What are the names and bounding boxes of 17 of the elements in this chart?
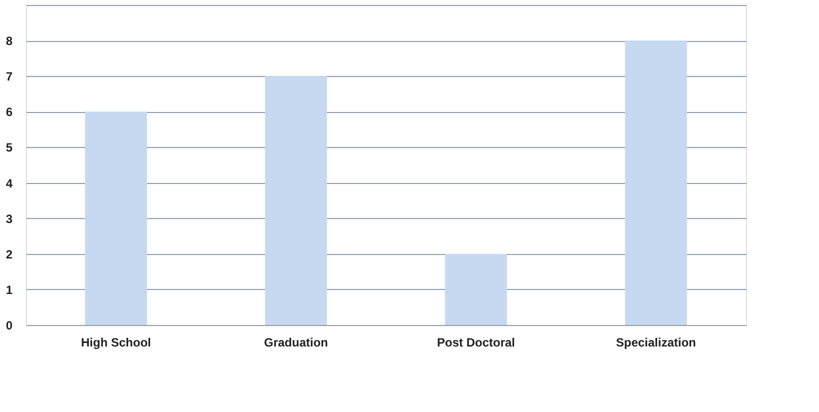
x-tick-label: Specialization	[616, 336, 696, 350]
x-tick-label: Graduation	[264, 336, 328, 350]
bar	[625, 40, 687, 325]
y-tick-label: 3	[6, 212, 13, 226]
y-tick-label: 1	[6, 282, 13, 297]
y-tick-label: 7	[6, 70, 13, 84]
y-tick-label: 6	[6, 105, 13, 120]
x-tick-label: High School	[81, 336, 151, 350]
y-tick-label: 5	[6, 140, 13, 155]
x-tick-label: Post Doctoral	[436, 336, 516, 350]
bar	[265, 76, 327, 325]
bar	[85, 112, 147, 325]
y-tick-label: 4	[6, 176, 13, 190]
y-tick-label: 0	[6, 318, 13, 332]
bar	[445, 254, 507, 325]
y-tick-label: 8	[6, 34, 13, 48]
y-tick-label: 2	[6, 247, 13, 262]
